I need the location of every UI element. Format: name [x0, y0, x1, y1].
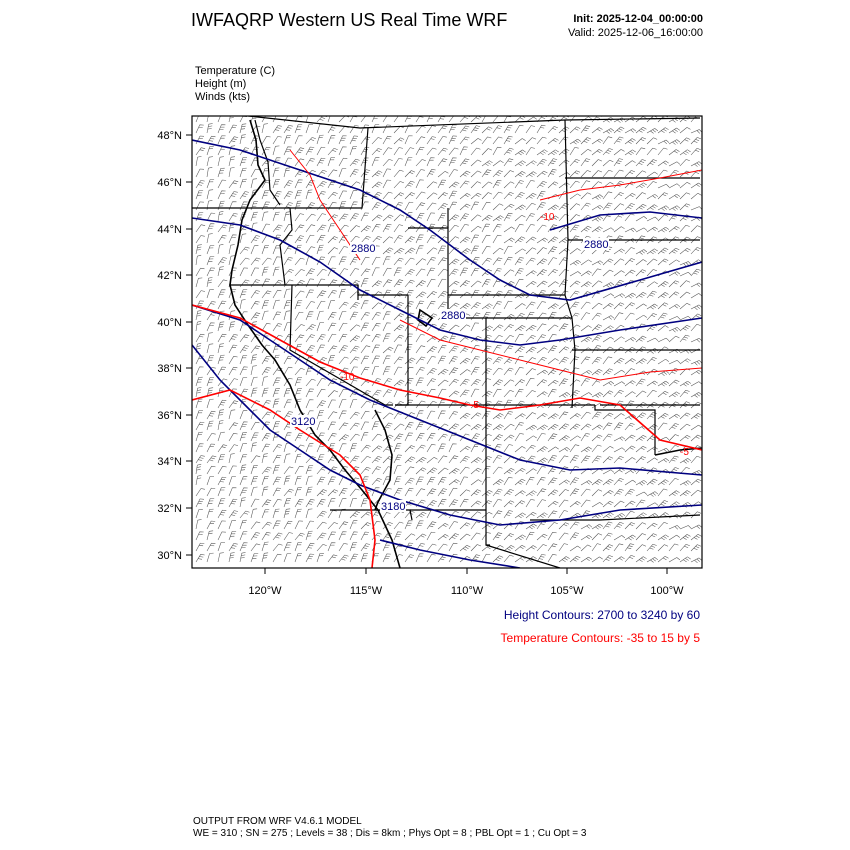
lat-label-46: 46°N — [157, 177, 182, 189]
model-info-line2: WE = 310 ; SN = 275 ; Levels = 38 ; Dis … — [193, 828, 587, 839]
height-contours — [192, 139, 702, 568]
height-label-2880-center: 2880 — [441, 310, 465, 322]
lon-label-105: 105°W — [550, 585, 584, 597]
longitude-labels: 120°W 115°W 110°W 105°W 100°W — [248, 585, 684, 597]
variable-height: Height (m) — [195, 78, 247, 90]
wind-barbs-layer — [195, 116, 702, 564]
map-frame — [191, 115, 703, 569]
lat-label-48: 48°N — [157, 130, 182, 142]
lat-label-44: 44°N — [157, 224, 182, 236]
temp-label-minus5-east: -5 — [680, 447, 689, 458]
lon-label-110: 110°W — [451, 585, 484, 597]
init-time: Init: 2025-12-04_00:00:00 — [573, 13, 703, 25]
height-label-2880-west: 2880 — [351, 243, 375, 255]
lat-label-30: 30°N — [157, 550, 182, 562]
temperature-contours-legend: Temperature Contours: -35 to 15 by 5 — [500, 631, 700, 645]
lon-label-100: 100°W — [650, 585, 684, 597]
map-title: IWFAQRP Western US Real Time WRF — [191, 10, 508, 30]
lat-label-32: 32°N — [157, 503, 182, 515]
lat-label-40: 40°N — [157, 317, 182, 329]
temp-label-minus5-center: -5 — [470, 400, 479, 411]
temperature-contour-labels: -10 -10 -5 -5 — [340, 212, 689, 458]
temp-label-minus10-center: -10 — [340, 372, 355, 383]
temperature-contours — [192, 149, 702, 568]
variable-winds: Winds (kts) — [195, 91, 250, 103]
latitude-axis — [186, 134, 192, 556]
lat-label-36: 36°N — [157, 410, 182, 422]
lat-label-38: 38°N — [157, 363, 182, 375]
height-label-2880-east: 2880 — [584, 239, 608, 251]
latitude-labels: 48°N 46°N 44°N 42°N 40°N 38°N 36°N 34°N … — [157, 130, 182, 562]
temp-label-minus10-north: -10 — [540, 212, 555, 223]
lat-label-34: 34°N — [157, 456, 182, 468]
height-label-3120: 3120 — [291, 416, 315, 428]
height-contours-legend: Height Contours: 2700 to 3240 by 60 — [503, 608, 700, 622]
height-contour-labels: 2880 2880 2880 3120 3180 — [290, 238, 609, 513]
longitude-axis — [264, 568, 668, 574]
model-info-line1: OUTPUT FROM WRF V4.6.1 MODEL — [193, 816, 362, 827]
lon-label-120: 120°W — [248, 585, 282, 597]
lon-label-115: 115°W — [350, 585, 383, 597]
variable-temperature: Temperature (C) — [195, 65, 276, 77]
wind-barbs — [195, 116, 702, 564]
lat-label-42: 42°N — [157, 270, 182, 282]
valid-time: Valid: 2025-12-06_16:00:00 — [568, 27, 703, 39]
height-label-3180: 3180 — [381, 501, 405, 513]
